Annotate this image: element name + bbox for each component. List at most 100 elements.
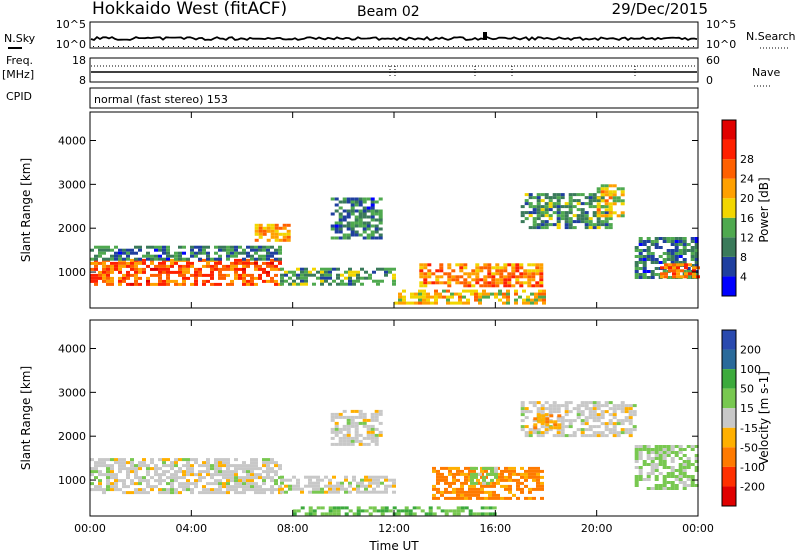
echo-cell <box>190 467 194 471</box>
echo-cell <box>538 292 542 296</box>
echo-cell <box>503 266 508 270</box>
echo-cell <box>186 261 190 265</box>
echo-cell <box>662 261 667 264</box>
echo-cell <box>174 257 178 261</box>
echo-cell <box>94 267 98 271</box>
echo-cell <box>494 472 498 476</box>
echo-cell <box>402 298 406 302</box>
echo-cell <box>466 289 470 293</box>
power-x-ticks <box>89 112 699 308</box>
echo-cell <box>230 248 234 252</box>
echo-cell <box>519 284 524 288</box>
echo-cell <box>238 482 242 486</box>
echo-cell <box>110 276 114 280</box>
echo-cell <box>94 488 98 492</box>
echo-cell <box>524 496 528 500</box>
echo-cell <box>588 217 593 221</box>
echo-cell <box>110 270 114 274</box>
echo-cell <box>374 236 379 240</box>
echo-cell <box>488 484 492 488</box>
echo-cell <box>432 487 436 491</box>
echo-cell <box>455 278 460 282</box>
echo-cell <box>588 226 593 230</box>
echo-cell <box>162 282 166 286</box>
echo-cell <box>274 229 279 233</box>
echo-cell <box>694 445 699 448</box>
echo-cell <box>262 476 266 480</box>
echo-cell <box>428 512 433 516</box>
echo-cell <box>366 209 371 213</box>
echo-cell <box>360 490 364 494</box>
echo-cell <box>150 485 154 489</box>
echo-cell <box>450 295 454 299</box>
echo-cell <box>524 431 529 435</box>
echo-cell <box>274 461 278 465</box>
echo-cell <box>280 478 284 482</box>
noise-right-label: N.Search <box>746 30 796 43</box>
echo-cell <box>692 266 696 270</box>
echo-cell <box>674 454 679 457</box>
echo-cell <box>350 230 355 234</box>
echo-cell <box>495 269 500 273</box>
echo-cell <box>154 485 158 489</box>
echo-cell <box>242 461 246 465</box>
echo-cell <box>230 279 234 283</box>
echo-cell <box>392 267 396 271</box>
echo-cell <box>242 267 246 271</box>
echo-cell <box>539 281 544 285</box>
noise-search-dot <box>363 46 364 47</box>
echo-cell <box>458 292 462 296</box>
echo-cell <box>166 282 170 286</box>
echo-cell <box>102 257 106 261</box>
echo-cell <box>348 481 352 485</box>
echo-cell <box>378 421 383 425</box>
echo-cell <box>246 279 250 283</box>
echo-cell <box>464 490 468 494</box>
echo-cell <box>500 496 504 500</box>
echo-cell <box>210 257 214 261</box>
echo-cell <box>492 484 496 488</box>
echo-cell <box>374 218 379 222</box>
echo-cell <box>254 264 258 268</box>
echo-cell <box>523 275 528 279</box>
echo-cell <box>422 292 426 296</box>
echo-cell <box>354 433 359 437</box>
echo-cell <box>512 478 516 482</box>
echo-cell <box>604 404 609 408</box>
echo-cell <box>102 264 106 268</box>
echo-cell <box>102 267 106 271</box>
echo-cell <box>504 496 508 500</box>
echo-cell <box>362 421 367 425</box>
echo-cell <box>110 264 114 268</box>
echo-cell <box>406 301 410 305</box>
echo-cell <box>694 258 699 261</box>
echo-cell <box>194 276 198 280</box>
echo-cell <box>254 261 258 265</box>
echo-cell <box>552 434 557 438</box>
echo-cell <box>342 442 347 446</box>
echo-cell <box>482 295 486 299</box>
echo-cell <box>504 487 508 491</box>
echo-cell <box>460 481 464 485</box>
echo-cell <box>480 496 484 500</box>
echo-cell <box>334 236 339 240</box>
echo-cell <box>508 487 512 491</box>
echo-cell <box>274 267 278 271</box>
echo-cell <box>134 264 138 268</box>
echo-cell <box>549 414 554 418</box>
echo-cell <box>362 415 367 419</box>
echo-cell <box>434 292 438 296</box>
echo-cell <box>358 215 363 219</box>
echo-cell <box>198 491 202 495</box>
echo-cell <box>320 279 324 283</box>
echo-cell <box>280 282 284 286</box>
echo-cell <box>324 270 328 274</box>
echo-cell <box>432 469 436 473</box>
echo-cell <box>186 276 190 280</box>
echo-cell <box>600 404 605 408</box>
echo-cell <box>564 419 569 423</box>
echo-cell <box>686 463 691 466</box>
echo-cell <box>274 257 278 261</box>
echo-cell <box>366 233 371 237</box>
echo-cell <box>646 258 651 261</box>
